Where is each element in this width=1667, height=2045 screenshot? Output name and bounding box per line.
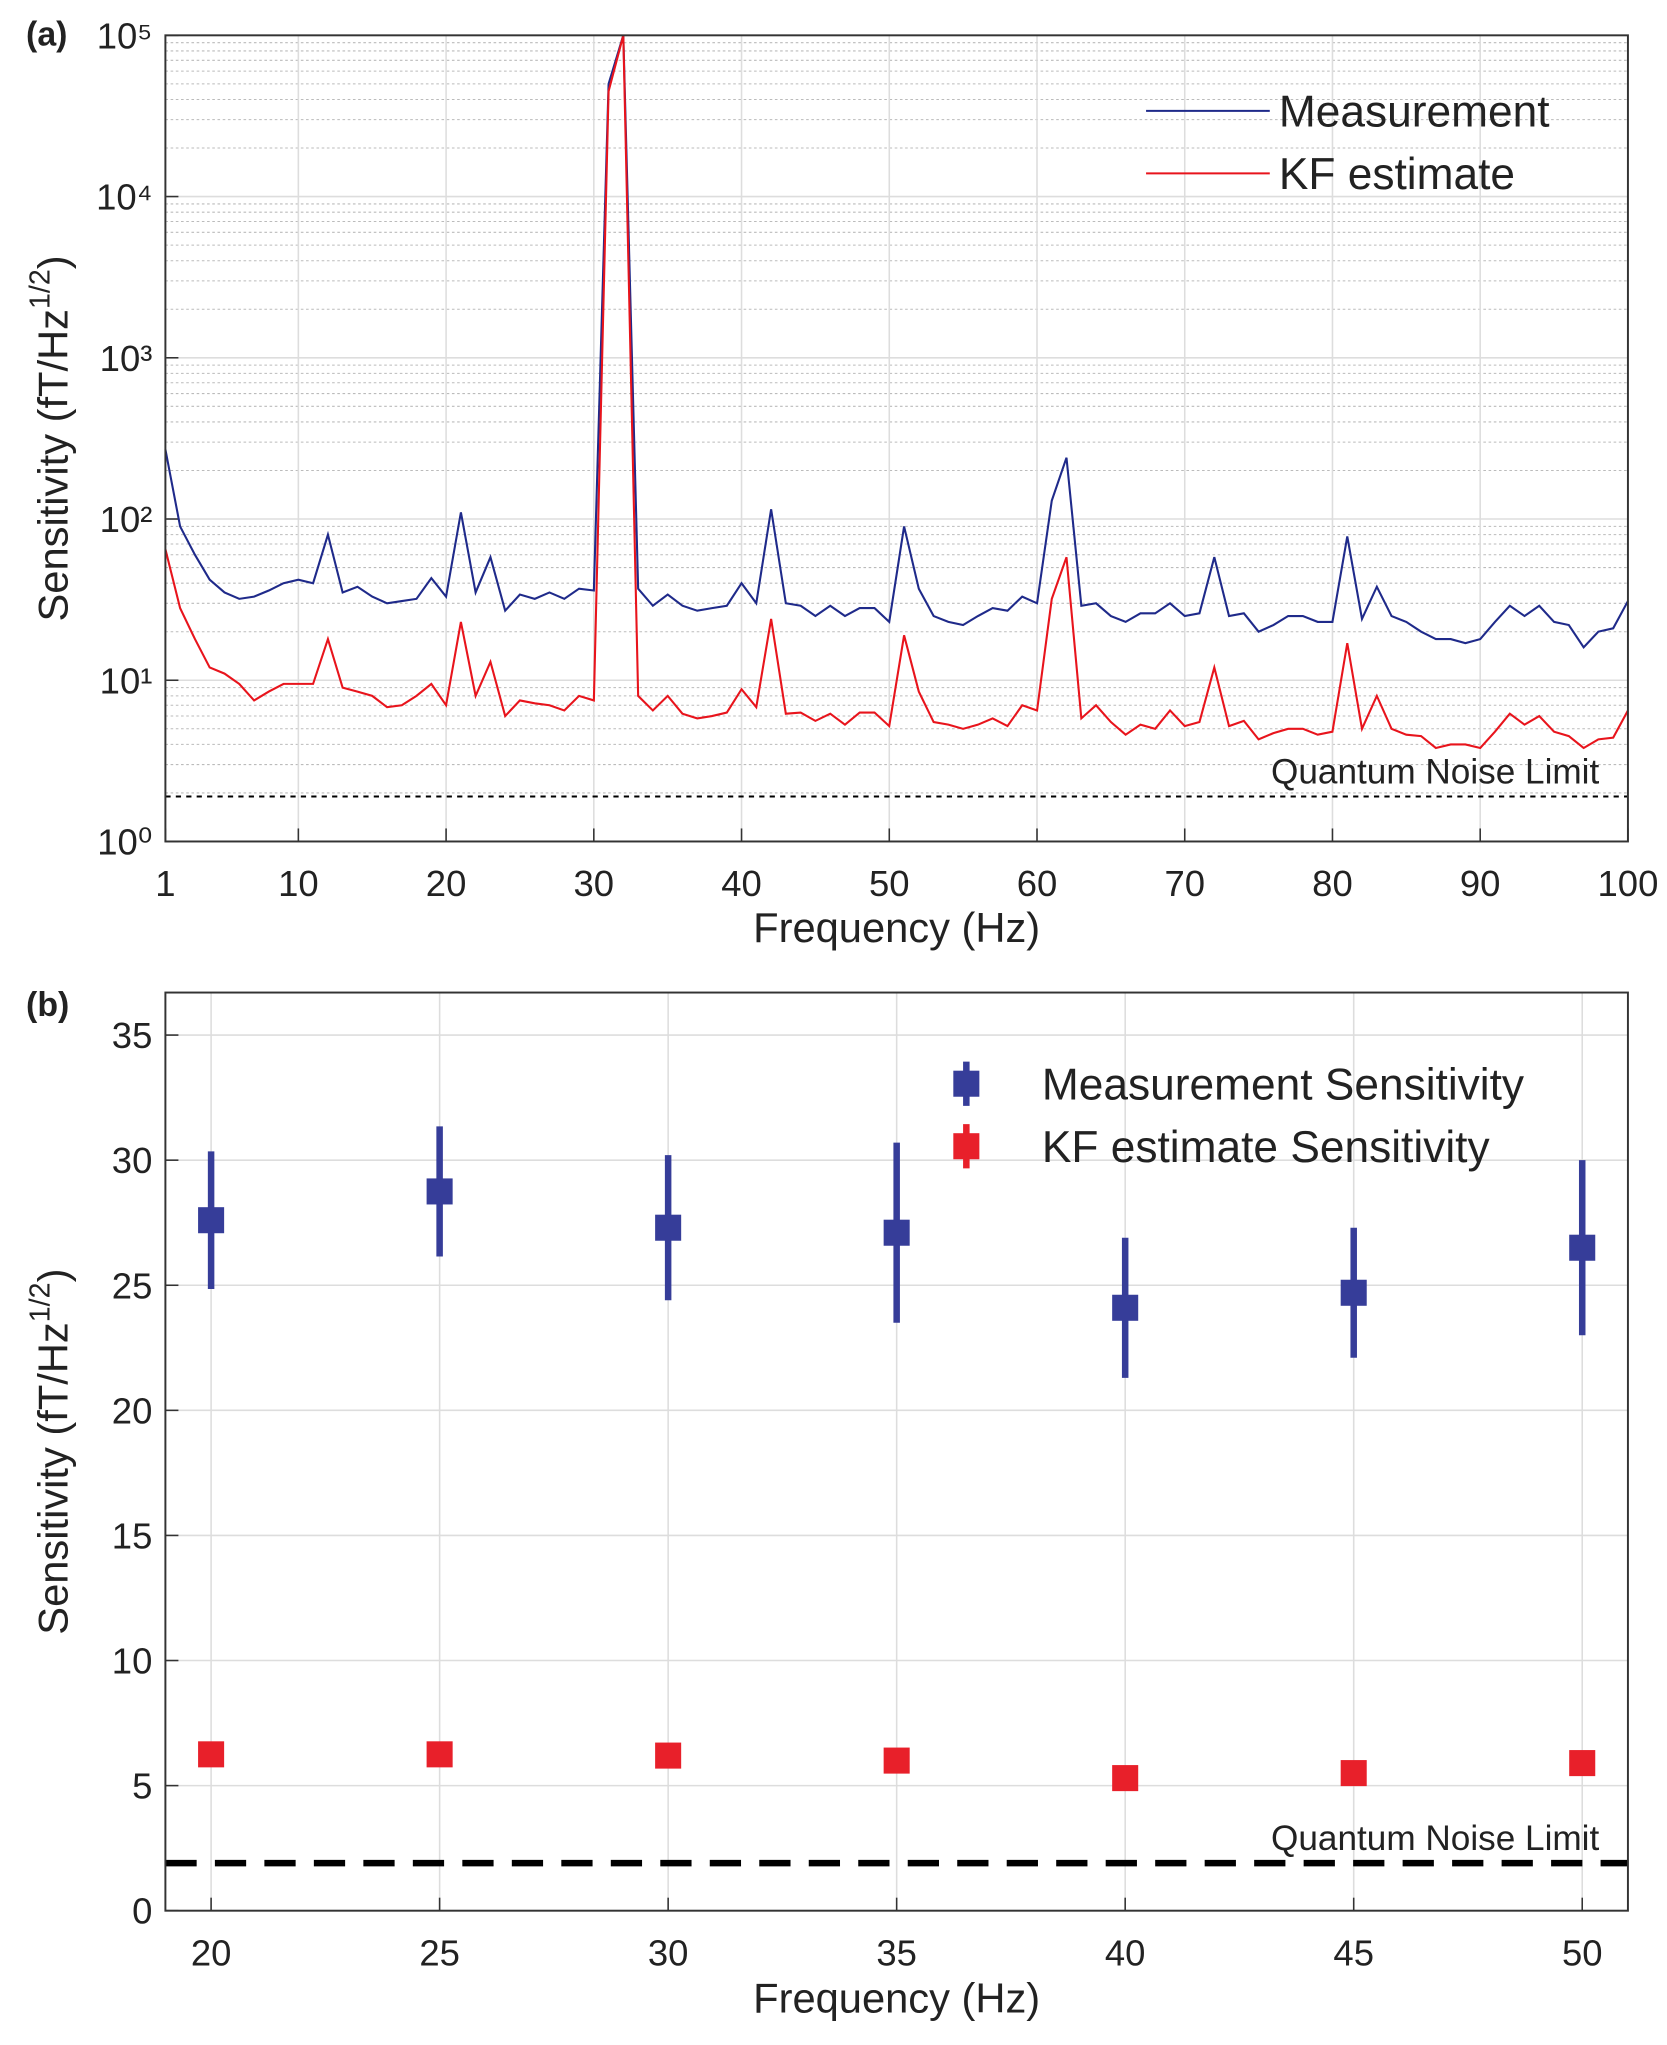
legend-swatch: [953, 1070, 980, 1097]
y-tick-label: 10⁴: [96, 177, 152, 218]
x-tick-label: 30: [648, 1932, 689, 1973]
x-tick-label: 90: [1460, 863, 1501, 904]
data-point: [883, 1747, 910, 1774]
plot-area: [165, 35, 1628, 842]
data-point: [1569, 1234, 1596, 1261]
x-tick-label: 40: [1105, 1932, 1146, 1973]
data-point: [1340, 1279, 1367, 1306]
data-point: [883, 1219, 910, 1246]
data-point: [426, 1178, 453, 1205]
data-point: [1112, 1765, 1139, 1792]
y-tick-label: 15: [112, 1515, 153, 1556]
x-tick-label: 35: [876, 1932, 917, 1973]
y-axis-label-close: ): [30, 1269, 77, 1283]
y-tick-label: 30: [112, 1140, 153, 1181]
data-point: [198, 1741, 225, 1768]
y-axis-label-text: Sensitivity (fT/Hz: [30, 1322, 77, 1634]
legend-label: Measurement: [1279, 87, 1550, 136]
y-tick-label: 0: [132, 1891, 152, 1932]
y-tick-label: 10¹: [100, 660, 153, 701]
y-tick-label: 10⁰: [97, 821, 152, 862]
y-tick-label: 10²: [100, 499, 153, 540]
y-axis-label-superscript: 1/2: [24, 1282, 56, 1322]
y-tick-label: 10: [112, 1641, 153, 1682]
data-point: [1112, 1294, 1139, 1321]
data-point: [198, 1207, 225, 1234]
x-tick-label: 45: [1333, 1932, 1374, 1973]
legend-label: Measurement Sensitivity: [1042, 1060, 1525, 1109]
y-tick-label: 35: [112, 1015, 153, 1056]
data-point: [426, 1741, 453, 1768]
data-line: [164, 35, 1629, 750]
x-tick-label: 80: [1312, 863, 1353, 904]
reference-label: Quantum Noise Limit: [1271, 1819, 1599, 1858]
x-tick-label: 20: [191, 1932, 232, 1973]
x-tick-label: 10: [278, 863, 319, 904]
data-line: [164, 35, 1629, 649]
x-tick-label: 1: [155, 863, 175, 904]
y-tick-label: 10³: [100, 338, 153, 379]
y-axis-label-text: Sensitivity (fT/Hz: [30, 309, 77, 621]
y-axis-label-close: ): [30, 255, 77, 269]
y-tick-label: 5: [132, 1766, 152, 1807]
x-tick-label: 50: [869, 863, 910, 904]
y-tick-label: 10⁵: [97, 15, 153, 56]
x-tick-label: 30: [574, 863, 615, 904]
legend-label: KF estimate: [1279, 150, 1515, 199]
data-point: [1340, 1760, 1367, 1787]
panel-label: (b): [26, 986, 69, 1024]
x-tick-label: 100: [1598, 863, 1659, 904]
x-tick-label: 50: [1562, 1932, 1603, 1973]
x-axis-label: Frequency (Hz): [753, 904, 1040, 951]
data-point: [655, 1742, 682, 1769]
legend-swatch: [953, 1133, 980, 1160]
x-tick-label: 40: [721, 863, 762, 904]
reference-label: Quantum Noise Limit: [1271, 753, 1599, 792]
x-axis-label: Frequency (Hz): [753, 1974, 1040, 2021]
x-tick-label: 20: [426, 863, 467, 904]
x-tick-label: 25: [419, 1932, 460, 1973]
y-axis-label: Sensitivity (fT/Hz1/2): [24, 1269, 76, 1635]
plot-border: [164, 34, 1629, 843]
plot-border: [164, 991, 1629, 1912]
data-point: [1569, 1750, 1596, 1777]
y-tick-label: 20: [112, 1390, 153, 1431]
y-axis-label-superscript: 1/2: [24, 269, 56, 309]
legend-label: KF estimate Sensitivity: [1042, 1123, 1491, 1172]
data-point: [655, 1214, 682, 1241]
y-axis-label: Sensitivity (fT/Hz1/2): [24, 255, 76, 621]
x-tick-label: 70: [1164, 863, 1205, 904]
y-tick-label: 25: [112, 1265, 153, 1306]
panel-label: (a): [26, 16, 67, 54]
x-tick-label: 60: [1017, 863, 1058, 904]
